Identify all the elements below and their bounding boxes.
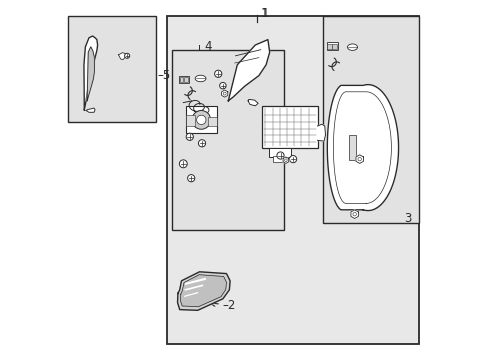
- Polygon shape: [247, 99, 258, 106]
- Circle shape: [186, 133, 193, 140]
- Ellipse shape: [347, 44, 357, 50]
- Bar: [326, 44, 331, 49]
- Bar: [322, 16, 418, 223]
- Bar: [184, 77, 187, 82]
- Circle shape: [357, 157, 361, 161]
- Bar: [207, 117, 216, 126]
- Circle shape: [179, 160, 187, 168]
- Bar: [348, 135, 355, 160]
- Polygon shape: [317, 124, 325, 141]
- Text: 1: 1: [261, 7, 269, 20]
- Bar: [261, 106, 317, 148]
- Circle shape: [214, 70, 222, 77]
- Bar: [172, 50, 284, 230]
- Polygon shape: [221, 90, 227, 97]
- Text: –2: –2: [223, 299, 236, 312]
- Text: 1: 1: [260, 7, 267, 20]
- Polygon shape: [177, 272, 230, 310]
- Circle shape: [223, 92, 225, 95]
- Polygon shape: [283, 157, 288, 163]
- Bar: [68, 16, 156, 122]
- Circle shape: [192, 111, 210, 129]
- Polygon shape: [87, 47, 94, 101]
- Bar: [326, 42, 337, 50]
- Text: –5: –5: [158, 69, 171, 82]
- Circle shape: [196, 115, 205, 125]
- Circle shape: [198, 140, 205, 147]
- Polygon shape: [228, 40, 269, 101]
- Bar: [179, 76, 189, 83]
- Circle shape: [219, 82, 225, 89]
- Text: 4: 4: [204, 40, 211, 53]
- Text: 3: 3: [403, 212, 410, 225]
- Bar: [332, 44, 336, 49]
- Bar: [186, 106, 216, 133]
- Bar: [179, 77, 183, 82]
- Circle shape: [352, 212, 356, 216]
- Circle shape: [284, 159, 286, 162]
- Circle shape: [187, 175, 194, 182]
- Polygon shape: [84, 36, 98, 110]
- Polygon shape: [326, 85, 398, 211]
- Bar: [186, 115, 195, 126]
- Circle shape: [289, 156, 296, 163]
- Polygon shape: [350, 210, 358, 219]
- Polygon shape: [118, 53, 125, 60]
- Circle shape: [276, 152, 284, 159]
- Bar: [167, 16, 418, 344]
- Circle shape: [124, 53, 129, 58]
- Bar: [268, 148, 290, 157]
- Ellipse shape: [195, 75, 205, 82]
- Polygon shape: [355, 155, 363, 163]
- Bar: [272, 156, 283, 162]
- Polygon shape: [180, 275, 226, 307]
- Polygon shape: [86, 108, 95, 112]
